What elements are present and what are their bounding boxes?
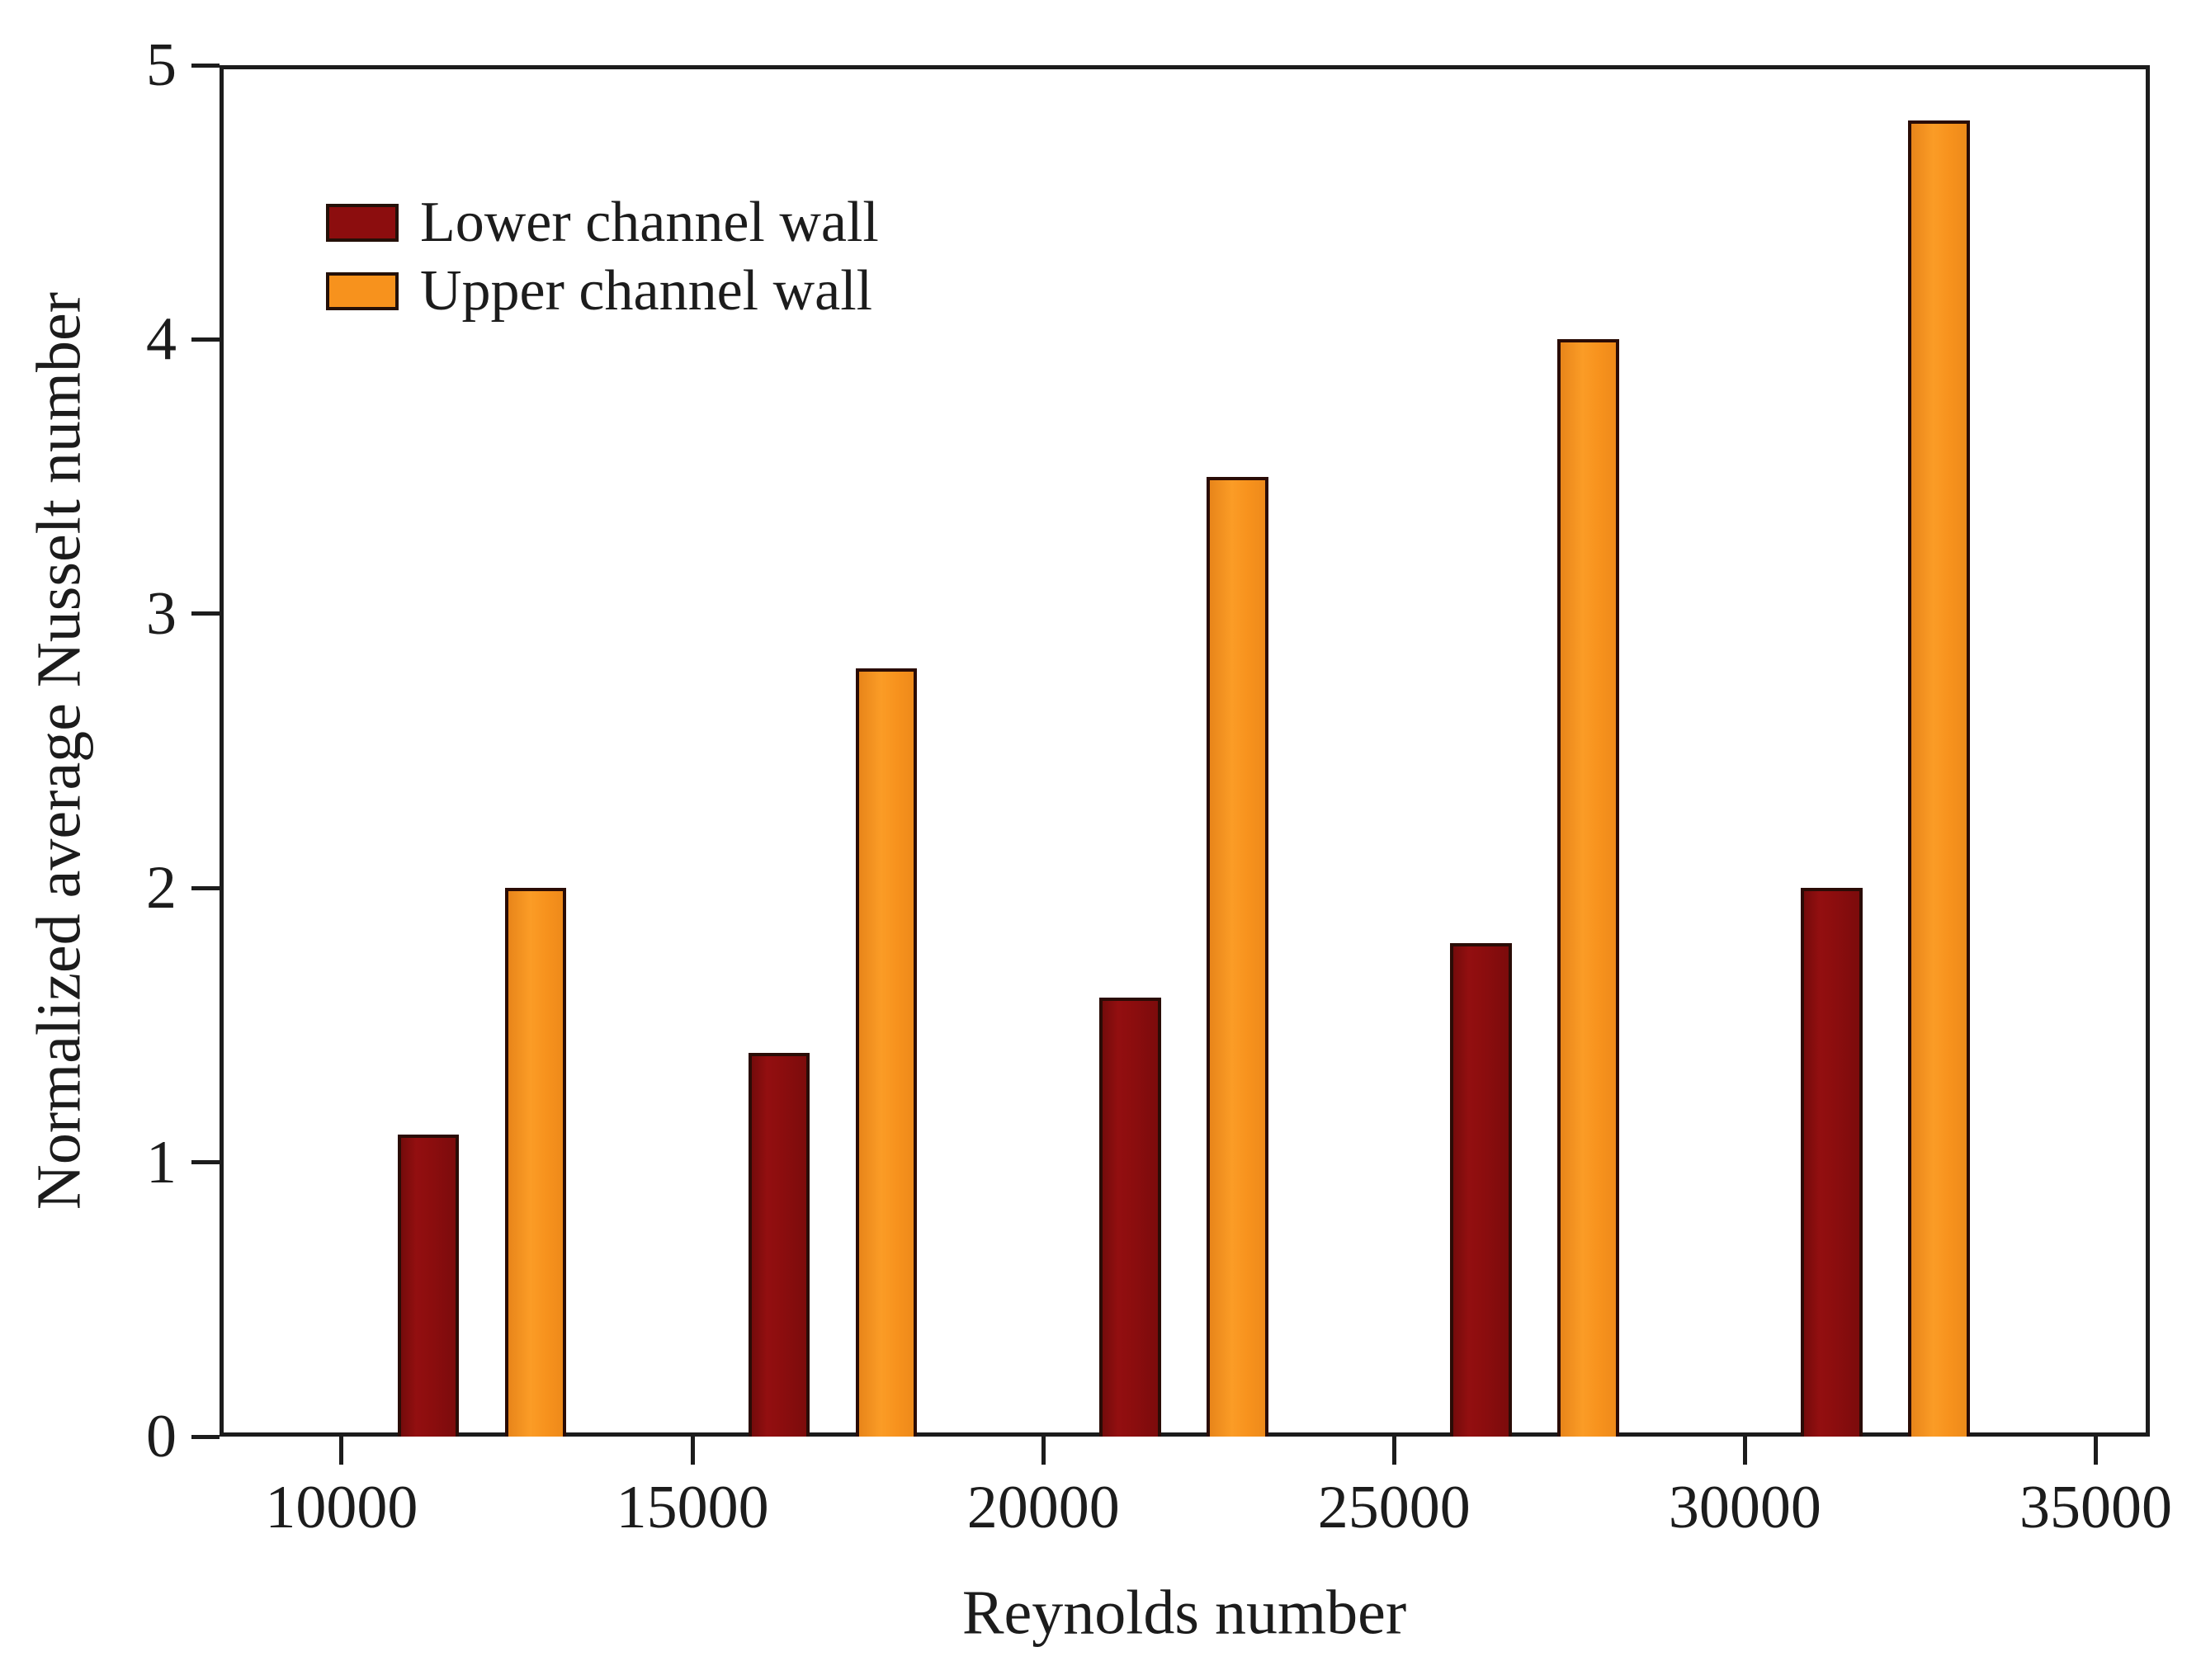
legend: Lower channel wall Upper channel wall (326, 194, 879, 337)
y-axis-tick-2 (191, 885, 220, 890)
x-tick-label-30000: 30000 (1668, 1474, 1821, 1541)
y-axis-tick-0 (191, 1434, 220, 1439)
y-axis-tick-3 (191, 611, 220, 616)
y-axis-tick-4 (191, 337, 220, 342)
legend-item-lower-channel-wall: Lower channel wall (326, 194, 879, 252)
legend-swatch-lower-channel-wall (326, 204, 399, 242)
x-tick-label-20000: 20000 (966, 1474, 1120, 1541)
legend-item-upper-channel-wall: Upper channel wall (326, 262, 879, 320)
legend-label-upper-channel-wall: Upper channel wall (420, 259, 873, 323)
x-tick-label-25000: 25000 (1317, 1474, 1471, 1541)
y-tick-label-2: 2 (146, 854, 177, 923)
x-tick-label-10000: 10000 (265, 1474, 418, 1541)
y-axis-tick-5 (191, 63, 220, 68)
x-axis-tick-15000 (690, 1437, 695, 1465)
x-axis-tick-35000 (2094, 1437, 2098, 1465)
y-tick-label-1: 1 (146, 1128, 177, 1196)
x-axis-tick-25000 (1391, 1437, 1396, 1465)
x-axis-tick-20000 (1041, 1437, 1046, 1465)
y-tick-label-5: 5 (146, 31, 177, 99)
y-tick-label-4: 4 (146, 305, 177, 374)
y-tick-label-0: 0 (146, 1403, 177, 1470)
x-tick-label-15000: 15000 (616, 1474, 769, 1541)
y-axis-title: Normalized average Nusselt number (24, 291, 94, 1210)
y-tick-label-3: 3 (146, 579, 177, 648)
x-axis-title: Reynolds number (961, 1578, 1407, 1648)
y-axis-tick-1 (191, 1160, 220, 1165)
x-axis-tick-30000 (1742, 1437, 1747, 1465)
x-axis-tick-10000 (339, 1437, 344, 1465)
legend-swatch-upper-channel-wall (326, 272, 399, 310)
legend-label-lower-channel-wall: Lower channel wall (420, 191, 879, 254)
x-tick-label-35000: 35000 (2019, 1474, 2172, 1541)
